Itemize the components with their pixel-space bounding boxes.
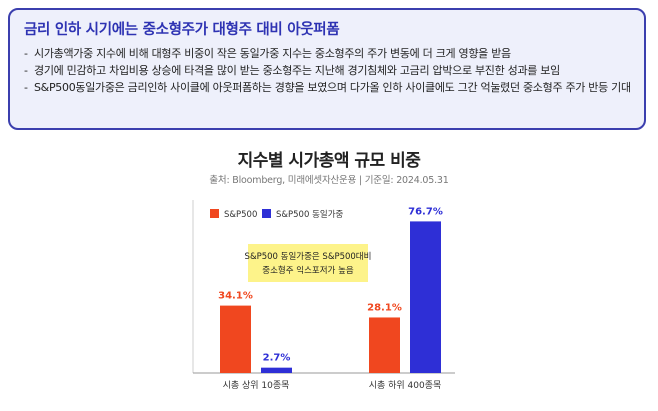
bar — [369, 317, 400, 373]
data-label: 2.7% — [263, 353, 291, 364]
legend-swatch — [210, 209, 219, 218]
summary-bullet: - 경기에 민감하고 차입비용 상승에 타격을 많이 받는 중소형주는 지난해 경… — [24, 64, 560, 77]
summary-title: 금리 인하 시기에는 중소형주가 대형주 대비 아웃퍼폼 — [24, 22, 340, 38]
chart-title: 지수별 시가총액 규모 비중 — [237, 151, 421, 171]
annotation-box — [248, 244, 368, 282]
legend-label: S&P500 동일가중 — [276, 210, 344, 220]
data-label: 34.1% — [218, 291, 253, 302]
annotation-text: 중소형주 익스포저가 높음 — [262, 265, 354, 276]
summary-bullet: - S&P500동일가중은 금리인하 사이클에 아웃퍼폼하는 경향을 보였으며 다… — [24, 81, 631, 94]
summary-bullet-text: 경기에 민감하고 차입비용 상승에 타격을 많이 받는 중소형주는 지난해 경기… — [34, 64, 560, 77]
chart-source: 출처: Bloomberg, 미래에셋자산운용 | 기준일: 2024.05.3… — [209, 175, 449, 186]
bar — [261, 367, 292, 373]
bar — [220, 305, 251, 373]
bar — [410, 221, 441, 373]
legend-swatch — [262, 209, 271, 218]
data-label: 28.1% — [367, 302, 402, 313]
x-tick-label: 시총 하위 400종목 — [369, 380, 442, 391]
summary-bullet: - 시가총액가중 지수에 비해 대형주 비중이 작은 동일가중 지수는 중소형주의… — [24, 47, 511, 60]
annotation-text: S&P500 동일가중은 S&P500대비 — [245, 252, 372, 262]
x-tick-label: 시총 상위 10종목 — [223, 380, 290, 391]
summary-bullet-text: 시가총액가중 지수에 비해 대형주 비중이 작은 동일가중 지수는 중소형주의 … — [34, 47, 511, 60]
data-label: 76.7% — [408, 206, 443, 217]
summary-bullet-text: S&P500동일가중은 금리인하 사이클에 아웃퍼폼하는 경향을 보였으며 다가… — [34, 81, 631, 94]
summary-box: 금리 인하 시기에는 중소형주가 대형주 대비 아웃퍼폼 - 시가총액가중 지수에… — [8, 8, 646, 130]
legend-label: S&P500 — [224, 210, 257, 220]
summary-bullets: - 시가총액가중 지수에 비해 대형주 비중이 작은 동일가중 지수는 중소형주의… — [24, 45, 632, 96]
